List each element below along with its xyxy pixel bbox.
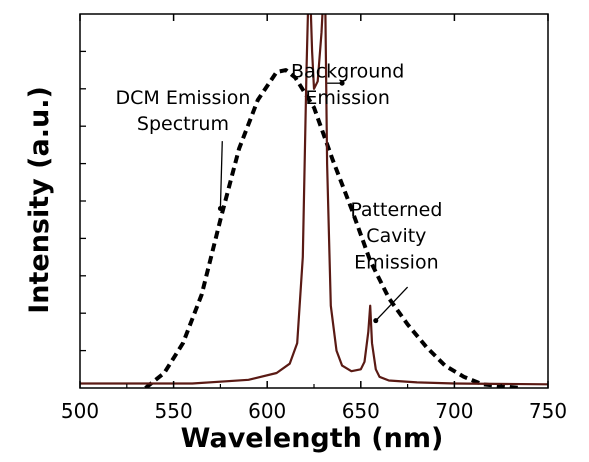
x-tick-label: 600 — [248, 399, 286, 423]
annotation-label: DCM Emission — [116, 87, 251, 109]
annotation-label: Patterned — [350, 199, 442, 221]
annotation-label: Cavity — [366, 225, 426, 247]
annotation-arrowhead — [217, 205, 223, 211]
x-tick-label: 700 — [435, 399, 473, 423]
annotation-label: Background — [291, 61, 404, 83]
x-tick-label: 500 — [61, 399, 99, 423]
dcm-emission-line — [144, 68, 521, 388]
series-layer — [80, 14, 548, 388]
x-tick-label: 650 — [342, 399, 380, 423]
annotation-label: Emission — [354, 251, 439, 273]
cavity-emission-line — [80, 14, 548, 386]
annotation-arrow — [219, 141, 223, 209]
x-tick-label: 550 — [155, 399, 193, 423]
annotation-label: Spectrum — [137, 113, 229, 135]
annotation-label: Emission — [305, 87, 390, 109]
y-axis-title: Intensity (a.u.) — [24, 86, 55, 314]
annotation-layer: DCM Emission Spectrum Background Emission Pa… — [116, 61, 442, 324]
x-tick-label: 750 — [529, 399, 567, 423]
annotation-arrowhead — [339, 80, 345, 86]
annotation-arrowhead — [373, 318, 379, 324]
x-axis-title: Wavelength (nm) — [181, 423, 444, 454]
axes-layer: 500 550 600 650 700 750 — [61, 13, 567, 423]
annotation-arrow — [375, 286, 409, 322]
